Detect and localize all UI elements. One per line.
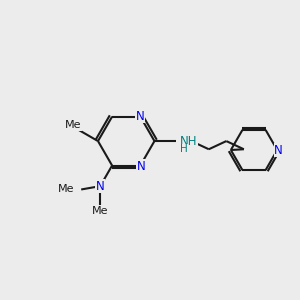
Text: Me: Me bbox=[65, 121, 82, 130]
Text: H: H bbox=[180, 144, 188, 154]
Text: N: N bbox=[274, 143, 283, 157]
Text: Me: Me bbox=[92, 206, 109, 216]
Text: N: N bbox=[136, 110, 145, 122]
Text: NH: NH bbox=[180, 135, 197, 148]
Text: N: N bbox=[96, 180, 105, 193]
Text: N: N bbox=[136, 160, 145, 172]
Text: Me: Me bbox=[58, 184, 75, 194]
